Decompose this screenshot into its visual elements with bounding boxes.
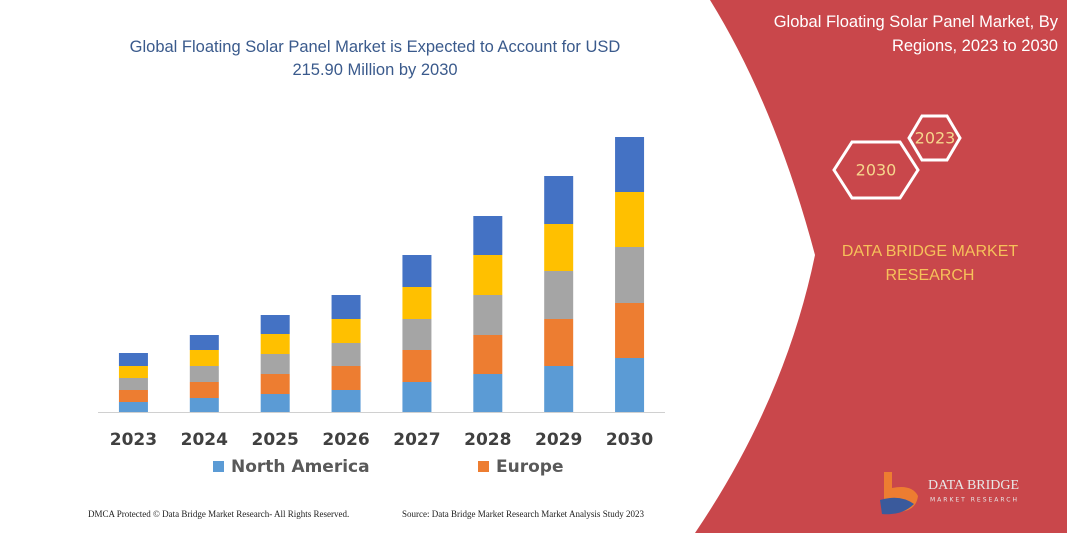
bar-segment	[544, 319, 574, 366]
x-tick-label: 2026	[322, 430, 369, 450]
footer-right: Source: Data Bridge Market Research Mark…	[402, 509, 644, 519]
bar-segment	[331, 366, 361, 390]
bar-segment	[402, 350, 432, 382]
x-tick-label: 2029	[535, 430, 582, 450]
x-tick-label: 2030	[606, 430, 653, 450]
bar-segment	[615, 137, 645, 192]
bar-segment	[260, 334, 290, 354]
bar-segment	[473, 374, 503, 412]
x-tick-label: 2028	[464, 430, 511, 450]
bar-segment	[473, 216, 503, 255]
brand: DATA BRIDGE MARKET RESEARCH	[841, 243, 1019, 284]
logo-icon	[880, 497, 914, 515]
bar-segment	[473, 335, 503, 374]
bar-segment	[473, 295, 503, 335]
bar-segment	[615, 358, 645, 412]
bar-segment	[189, 350, 219, 366]
bar-segment	[402, 382, 432, 412]
hexagon	[832, 140, 920, 200]
x-tick-label: 2024	[181, 430, 228, 450]
x-tick-label: 2023	[110, 430, 157, 450]
panel-title: Global Floating Solar Panel Market, By R…	[773, 13, 1058, 55]
bar-segment	[615, 303, 645, 358]
bar-segment	[544, 224, 574, 271]
hexagon-label: 2030	[856, 161, 897, 180]
bar-segment	[118, 402, 148, 412]
bar-segment	[402, 255, 432, 287]
bar-segment	[544, 366, 574, 412]
x-tick-label: 2027	[393, 430, 440, 450]
bar-segment	[118, 366, 148, 378]
bar-segment	[473, 255, 503, 295]
bar-segment	[402, 319, 432, 350]
logo-name: DATA BRIDGE	[928, 478, 1019, 493]
hexagon-label: 2023	[915, 129, 956, 148]
footer-left: DMCA Protected © Data Bridge Market Rese…	[88, 509, 350, 519]
bar-segment	[615, 247, 645, 303]
side-panel	[695, 0, 1067, 533]
bar-segment	[615, 192, 645, 247]
bar-segment	[402, 287, 432, 319]
bar-segment	[331, 343, 361, 366]
bar-segment	[544, 271, 574, 319]
x-tick-label: 2025	[252, 430, 299, 450]
logo-tagline: MARKET RESEARCH	[930, 497, 1019, 504]
bar-segment	[260, 354, 290, 374]
bar-segment	[260, 315, 290, 334]
bar-segment	[189, 382, 219, 398]
bar-segment	[331, 390, 361, 412]
legend-label: Europe	[496, 457, 563, 477]
bar-segment	[331, 319, 361, 343]
legend-swatch	[213, 461, 224, 472]
bar-segment	[260, 374, 290, 394]
bar-segment	[118, 353, 148, 366]
bar-segment	[189, 335, 219, 350]
bar-segment	[118, 378, 148, 390]
chart-title: Global Floating Solar Panel Market is Ex…	[129, 38, 621, 79]
bar-segment	[189, 398, 219, 412]
bar-segment	[260, 394, 290, 412]
legend-swatch	[478, 461, 489, 472]
bar-segment	[189, 366, 219, 382]
bar-segment	[118, 390, 148, 402]
bar-segment	[331, 295, 361, 319]
legend-label: North America	[231, 457, 370, 477]
hexagon	[907, 114, 962, 162]
bar-segment	[544, 176, 574, 224]
